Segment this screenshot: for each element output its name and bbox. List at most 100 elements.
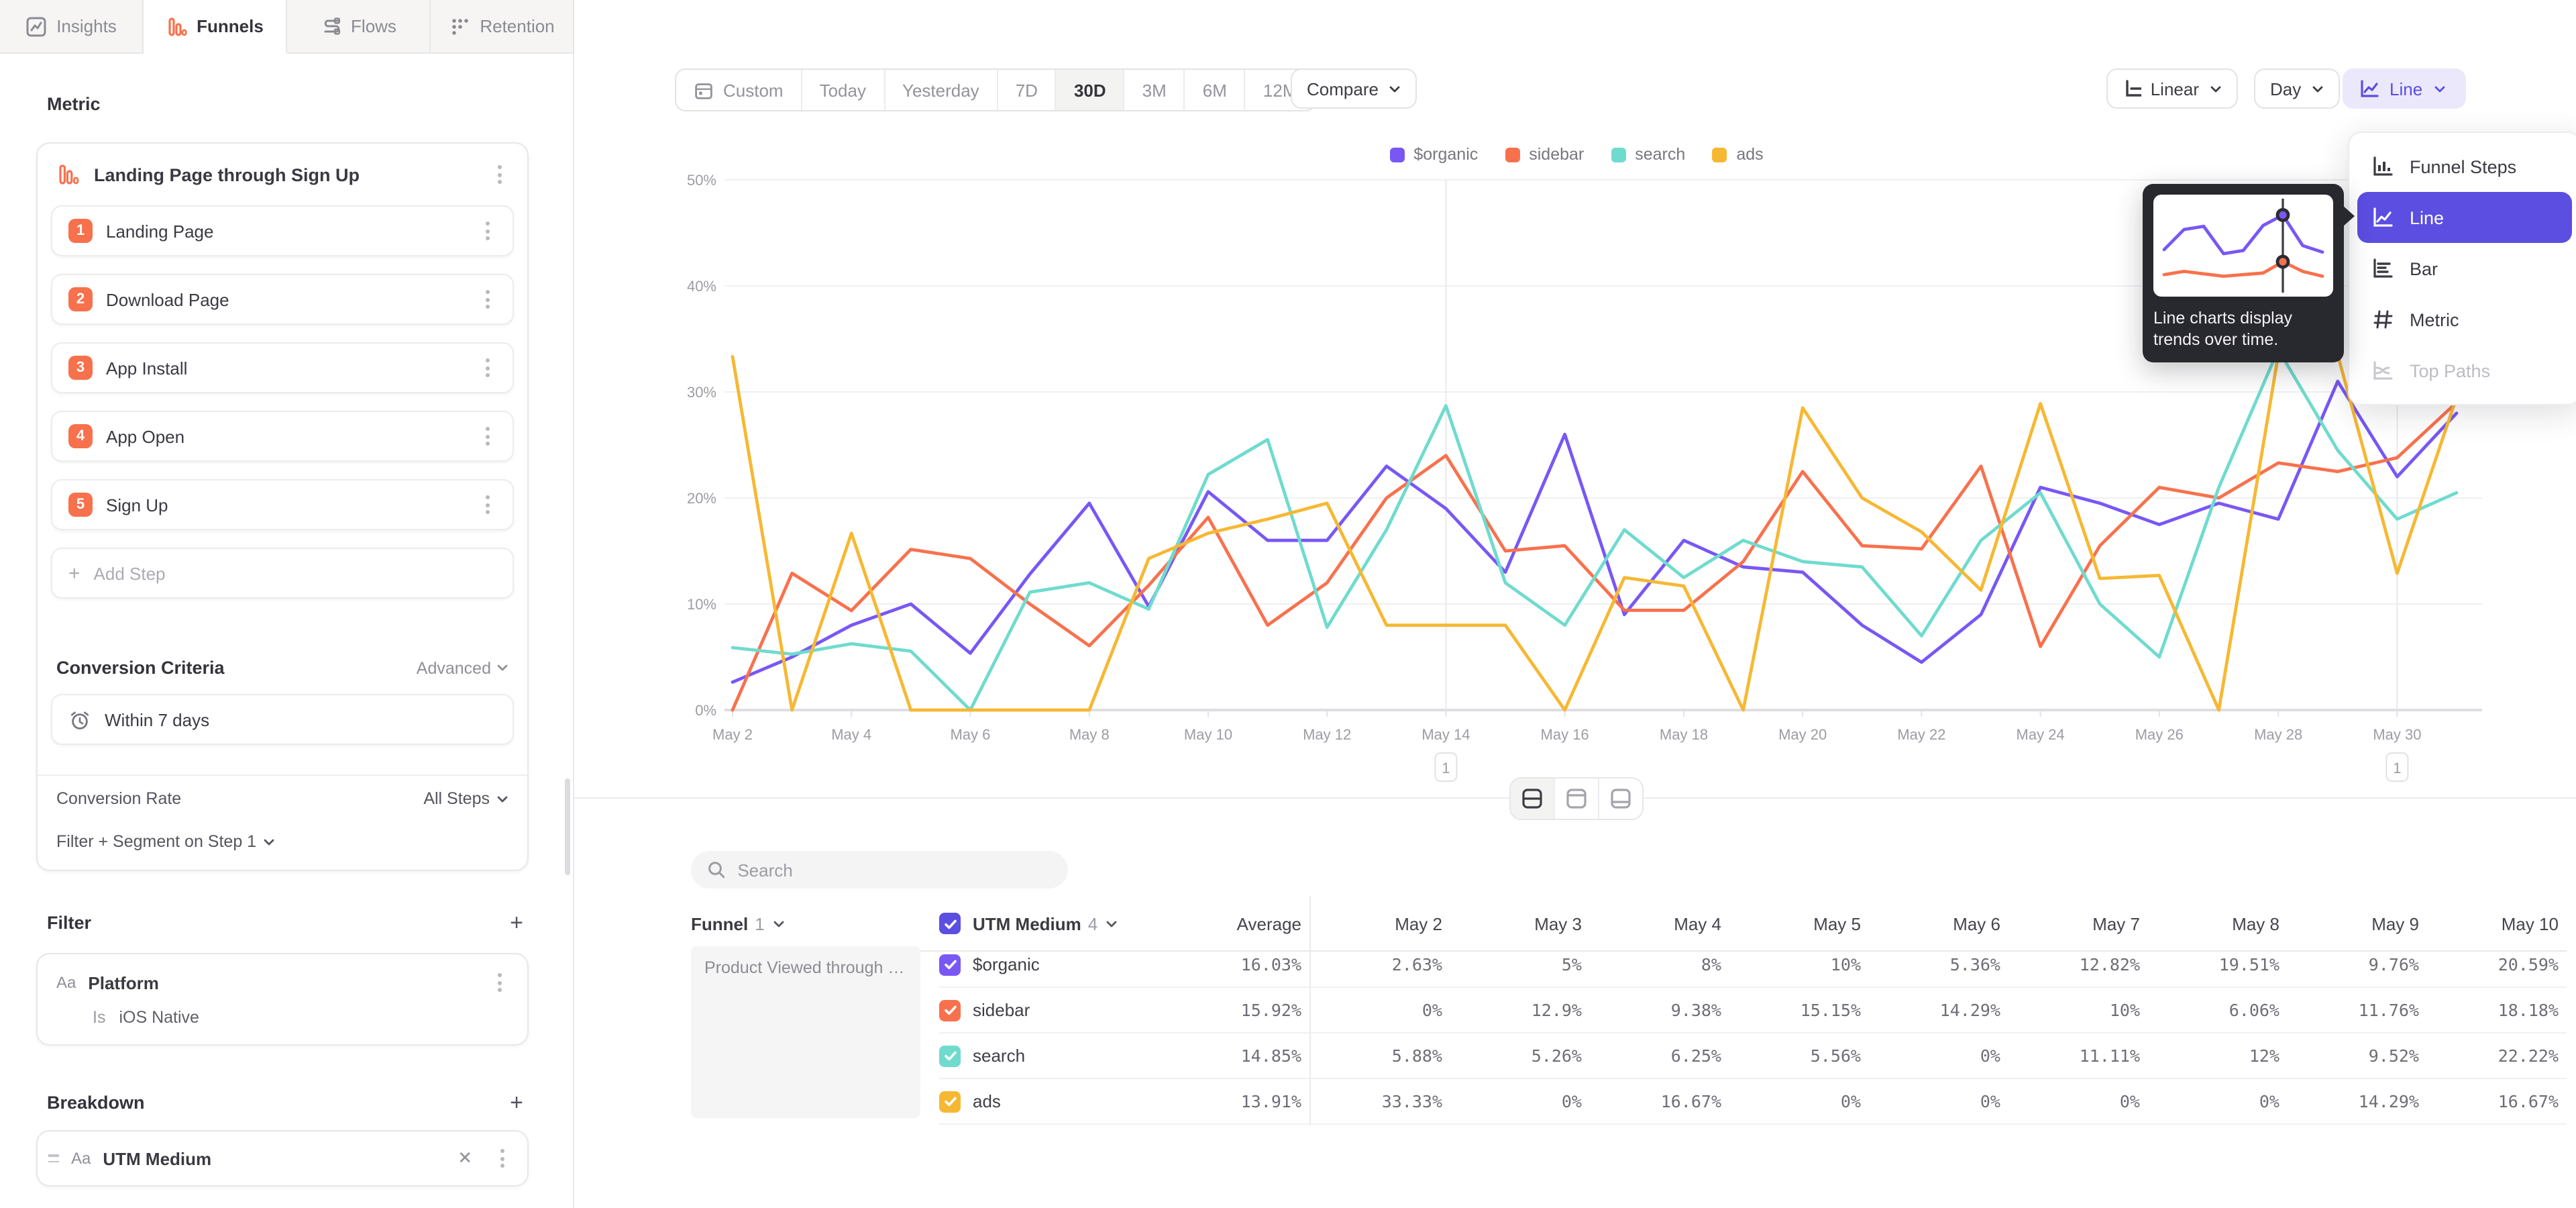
line-chart-icon	[2361, 80, 2379, 97]
compare-button[interactable]: Compare	[1291, 68, 1417, 109]
breakdown-kebab-icon[interactable]	[492, 1145, 511, 1172]
filter-operator[interactable]: Is	[93, 1008, 106, 1027]
menu-item-bar[interactable]: Bar	[2357, 243, 2572, 294]
split-view-toggle[interactable]	[1511, 778, 1555, 819]
menu-item-funnel-steps[interactable]: Funnel Steps	[2357, 141, 2572, 192]
table-cell: 12.82%	[2008, 942, 2148, 988]
menu-item-label: Line	[2410, 207, 2445, 228]
column-header-may-5[interactable]: May 5	[1729, 897, 1869, 952]
breakdown-column-header[interactable]: UTM Medium 4	[939, 897, 1183, 952]
funnel-step-3[interactable]: 3 App Install	[51, 342, 514, 393]
series-name: $organic	[973, 954, 1040, 974]
filter-segment-dropdown[interactable]: Filter + Segment on Step 1	[56, 832, 275, 851]
svg-text:1: 1	[2393, 760, 2401, 776]
step-kebab-icon[interactable]	[478, 491, 496, 518]
tab-funnels[interactable]: Funnels	[144, 0, 287, 54]
svg-text:May 6: May 6	[950, 726, 990, 743]
chart-canvas[interactable]: 0% 10% 20% 30% 40% 50% May 2 May 4 May 6 May 8 May…	[577, 134, 2576, 812]
menu-item-top-paths[interactable]: Top Paths	[2357, 345, 2572, 396]
table-cell: 11.11%	[2008, 1034, 2148, 1079]
line-icon	[2371, 205, 2395, 230]
svg-text:May 26: May 26	[2135, 726, 2184, 743]
table-row-label-search[interactable]: search	[939, 1034, 1183, 1079]
tab-flows[interactable]: Flows	[287, 0, 431, 54]
tab-retention[interactable]: Retention	[431, 0, 574, 54]
column-header-may-2[interactable]: May 2	[1311, 897, 1450, 952]
range-yesterday[interactable]: Yesterday	[885, 70, 998, 110]
range-6m[interactable]: 6M	[1185, 70, 1246, 110]
table-row-label-organic[interactable]: $organic	[939, 942, 1183, 988]
series-name: search	[973, 1046, 1026, 1066]
table-row-label-ads[interactable]: ads	[939, 1079, 1183, 1125]
series-checkbox[interactable]	[939, 954, 961, 975]
range-7d[interactable]: 7D	[998, 70, 1057, 110]
svg-text:May 10: May 10	[1184, 726, 1232, 743]
add-breakdown-button[interactable]: +	[510, 1090, 523, 1115]
compare-label: Compare	[1307, 79, 1379, 99]
table-cell: 20.59%	[2427, 942, 2567, 988]
funnel-step-2[interactable]: 2 Download Page	[51, 274, 514, 325]
table-row-label-sidebar[interactable]: sidebar	[939, 988, 1183, 1034]
chevron-down-icon	[1106, 920, 1117, 927]
column-header-may-4[interactable]: May 4	[1590, 897, 1729, 952]
search-input[interactable]	[735, 858, 1052, 881]
series-checkbox[interactable]	[939, 913, 961, 934]
chart-bottom-view-toggle[interactable]	[1599, 778, 1642, 819]
column-header-may-6[interactable]: May 6	[1869, 897, 2008, 952]
add-step-button[interactable]: + Add Step	[51, 548, 514, 599]
range-today[interactable]: Today	[802, 70, 885, 110]
range-3m[interactable]: 3M	[1125, 70, 1185, 110]
remove-breakdown-icon[interactable]: ✕	[458, 1148, 472, 1168]
step-kebab-icon[interactable]	[478, 286, 496, 313]
column-header-may-7[interactable]: May 7	[2008, 897, 2148, 952]
step-kebab-icon[interactable]	[478, 354, 496, 381]
advanced-dropdown[interactable]: Advanced	[417, 658, 508, 677]
range-30d[interactable]: 30D	[1056, 70, 1125, 110]
chart-legend: $organic sidebar search ads	[577, 145, 2576, 164]
series-checkbox[interactable]	[939, 1045, 961, 1066]
funnel-step-5[interactable]: 5 Sign Up	[51, 479, 514, 530]
chart-top-view-toggle[interactable]	[1555, 778, 1599, 819]
filter-value[interactable]: iOS Native	[119, 1008, 199, 1027]
svg-text:20%: 20%	[687, 490, 716, 507]
series-checkbox[interactable]	[939, 999, 961, 1021]
column-header-may-9[interactable]: May 9	[2288, 897, 2427, 952]
filter-kebab-icon[interactable]	[490, 969, 508, 996]
chart-type-button[interactable]: Line	[2343, 68, 2466, 109]
drag-handle-icon[interactable]	[48, 1154, 59, 1162]
breakdown-card-utm-medium[interactable]: Aa UTM Medium ✕	[36, 1130, 529, 1187]
range-label: 30D	[1073, 80, 1106, 100]
step-kebab-icon[interactable]	[478, 423, 496, 450]
table-cell: 0%	[2008, 1079, 2148, 1125]
svg-text:50%: 50%	[687, 172, 716, 189]
add-filter-button[interactable]: +	[510, 910, 523, 936]
tab-insights[interactable]: Insights	[0, 0, 144, 54]
axis-scale-button[interactable]: Linear	[2106, 68, 2238, 109]
metric-kebab-icon[interactable]	[490, 161, 508, 188]
menu-item-metric[interactable]: Metric	[2357, 294, 2572, 345]
conversion-rate-dropdown[interactable]: All Steps	[423, 789, 508, 808]
funnel-step-4[interactable]: 4 App Open	[51, 411, 514, 462]
legend-item-sidebar[interactable]: sidebar	[1505, 145, 1584, 164]
column-header-may-8[interactable]: May 8	[2148, 897, 2288, 952]
column-header-average[interactable]: Average	[1183, 897, 1311, 952]
chart-type-menu: Funnel Steps Line Bar Metric Top Paths	[2348, 132, 2576, 405]
funnel-step-1[interactable]: 1 Landing Page	[51, 205, 514, 256]
legend-item-ads[interactable]: ads	[1712, 145, 1764, 164]
menu-item-line[interactable]: Line	[2357, 192, 2572, 243]
table-cell: 5.88%	[1311, 1034, 1450, 1079]
funnel-name-cell[interactable]: Product Viewed through P...	[691, 942, 939, 1125]
column-header-may-3[interactable]: May 3	[1450, 897, 1590, 952]
granularity-button[interactable]: Day	[2254, 68, 2341, 109]
range-custom[interactable]: Custom	[676, 70, 802, 110]
legend-item-search[interactable]: search	[1611, 145, 1685, 164]
menu-item-label: Bar	[2410, 258, 2438, 279]
series-checkbox[interactable]	[939, 1091, 961, 1112]
filter-card-platform[interactable]: Aa Platform Is iOS Native	[36, 953, 529, 1046]
conversion-window-button[interactable]: Within 7 days	[51, 694, 514, 745]
sidebar-scrollbar[interactable]	[565, 778, 570, 875]
metric-card-header[interactable]: Landing Page through Sign Up	[38, 144, 527, 205]
column-header-may-10[interactable]: May 10	[2427, 897, 2567, 952]
step-kebab-icon[interactable]	[478, 217, 496, 244]
legend-item-organic[interactable]: $organic	[1389, 145, 1478, 164]
